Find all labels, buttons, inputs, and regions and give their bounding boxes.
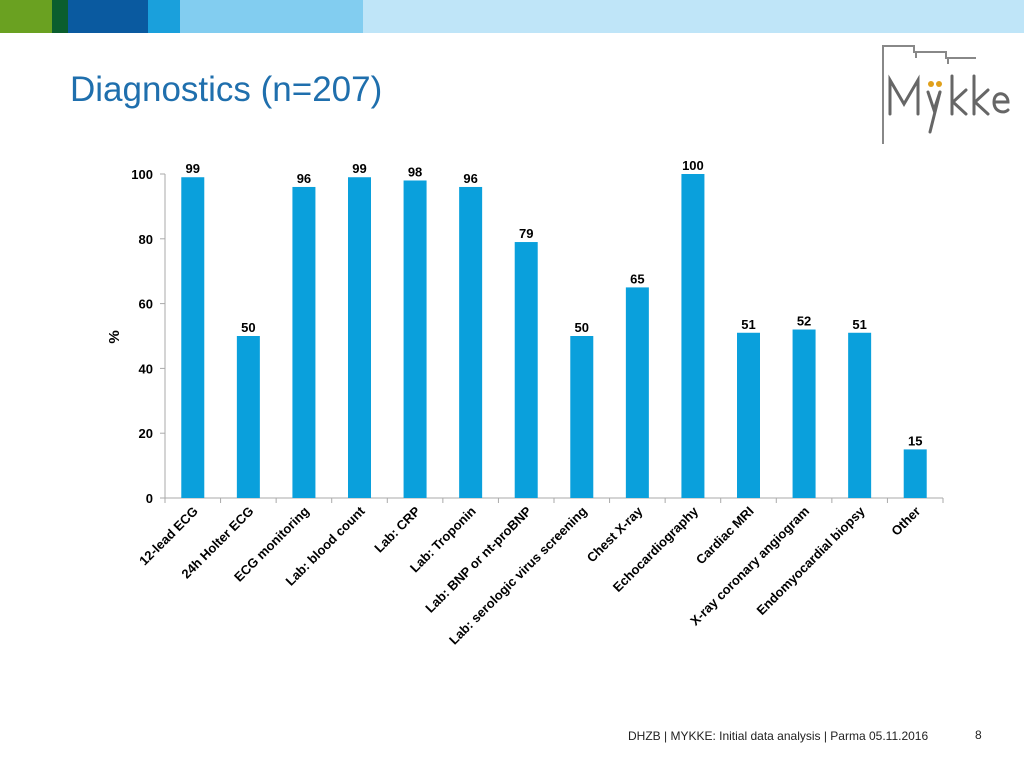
bar (181, 177, 205, 499)
band-segment (180, 0, 363, 33)
bar (459, 186, 483, 498)
value-labels: 99 50 96 99 98 96 79 50 65 100 51 52 51 15 (186, 158, 923, 448)
category-label: Endomyocardial biopsy (753, 503, 868, 618)
data-label: 50 (575, 320, 589, 335)
footer-text: DHZB | MYKKE: Initial data analysis | Pa… (628, 729, 929, 743)
bar (737, 332, 760, 498)
data-label: 99 (186, 161, 200, 176)
category-label: Other (888, 504, 923, 539)
mykke-logo (882, 45, 1010, 144)
bar (514, 242, 538, 498)
y-tick-label: 40 (139, 361, 153, 376)
bar (570, 336, 594, 498)
data-label: 51 (741, 317, 755, 332)
y-tick-label: 0 (146, 491, 153, 506)
logo-accent-dot (928, 81, 934, 87)
bar (681, 174, 705, 498)
bar (903, 449, 927, 498)
bar-series (181, 174, 927, 499)
band-segment (52, 0, 68, 33)
x-axis (164, 497, 944, 503)
band-segment (0, 0, 52, 33)
bar (848, 332, 872, 498)
page-title: Diagnostics (n=207) (70, 70, 383, 109)
logo-wordmark (888, 74, 1010, 134)
category-label: Chest X-ray (584, 503, 646, 565)
y-tick-label: 80 (139, 232, 153, 247)
data-label: 65 (630, 271, 644, 286)
bar (292, 186, 316, 498)
bar (792, 329, 816, 498)
data-label: 96 (463, 171, 477, 186)
data-label: 100 (682, 158, 704, 173)
data-label: 79 (519, 226, 533, 241)
page-number: 8 (975, 728, 982, 742)
category-label: Lab: CRP (371, 503, 423, 555)
category-label: Lab: BNP or nt-proBNP (422, 503, 534, 615)
bar (625, 287, 649, 498)
data-label: 99 (352, 161, 366, 176)
data-label: 52 (797, 314, 811, 329)
data-label: 98 (408, 164, 422, 179)
bar (403, 180, 427, 499)
y-tick-label: 20 (139, 426, 153, 441)
band-segment (148, 0, 180, 33)
bar (236, 336, 260, 498)
band-segment (363, 0, 1024, 33)
y-axis: 0 20 40 60 80 100% (106, 167, 166, 506)
data-label: 50 (241, 320, 255, 335)
data-label: 51 (852, 317, 866, 332)
y-tick-label: 60 (139, 297, 153, 312)
y-axis-title: % (106, 330, 123, 343)
bar (348, 177, 371, 499)
top-color-band (0, 0, 1024, 33)
logo-frame (882, 45, 976, 144)
band-segment (68, 0, 148, 33)
data-label: 96 (297, 171, 311, 186)
data-label: 15 (908, 433, 922, 448)
logo-accent-dot (936, 81, 942, 87)
y-tick-label: 100 (131, 167, 153, 182)
